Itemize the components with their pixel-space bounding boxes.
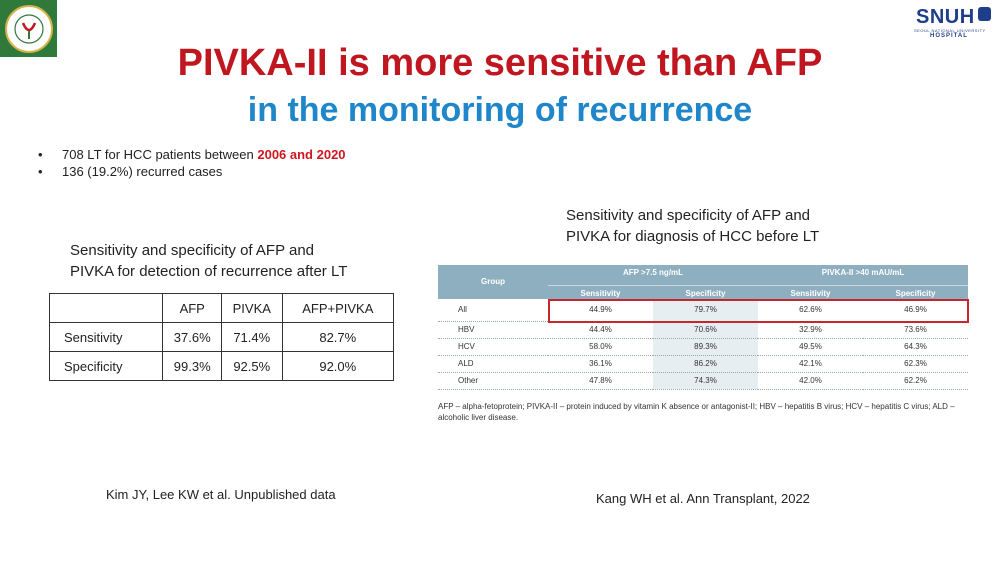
right-reference: Kang WH et al. Ann Transplant, 2022 [596,491,810,506]
table-cell: 47.8% [548,372,653,390]
table-header-cell: AFP+PIVKA [281,293,395,323]
table-cell: 62.6% [758,299,863,322]
bullet-text: 708 LT for HCC patients between [62,147,258,162]
table-row: HCV 58.0% 89.3% 49.5% 64.3% [438,338,968,356]
caption-line: PIVKA for detection of recurrence after … [70,263,348,280]
table-row-header: Sensitivity [48,322,164,352]
society-logo [0,0,57,57]
bullet-item: • 136 (19.2%) recurred cases [38,163,346,180]
caption-line: Sensitivity and specificity of AFP and [566,207,811,224]
table-row-header: ALD [438,355,548,373]
table-header-cell [48,293,164,323]
right-table-caption: Sensitivity and specificity of AFP and P… [566,205,886,247]
table-cell: 73.6% [863,321,968,339]
bullet-highlight: 2006 and 2020 [257,147,346,162]
table-cell: 37.6% [162,322,222,352]
table-header-cell: PIVKA [220,293,283,323]
bullet-text: 136 (19.2%) recurred cases [62,164,223,179]
society-seal-icon [4,4,53,53]
table-cell: 74.3% [653,372,758,390]
table-cell: 58.0% [548,338,653,356]
group-header: Group [481,277,505,286]
sub-header: Specificity [863,285,968,298]
table-cell: 82.7% [281,322,395,352]
table-cell: 79.7% [653,299,758,322]
table-cell: 44.9% [548,299,653,322]
table-cell: 89.3% [653,338,758,356]
recurrence-table: AFP PIVKA AFP+PIVKA Sensitivity 37.6% 71… [48,293,395,381]
table-cell: 86.2% [653,355,758,373]
table-cell: 62.2% [863,372,968,390]
sub-header: Sensitivity [758,285,863,298]
caption-line: Sensitivity and specificity of AFP and [70,242,315,259]
table-header-cell: AFP [162,293,222,323]
diagnosis-table-figure: Group AFP >7.5 ng/mL PIVKA-II >40 mAU/mL… [438,265,968,390]
bullet-list: • 708 LT for HCC patients between 2006 a… [38,146,346,180]
snuh-logo: SNUH SEOUL NATIONAL UNIVERSITY HOSPITAL [900,4,996,40]
table-row: Specificity 99.3% 92.5% 92.0% [48,351,395,381]
table-row: HBV 44.4% 70.6% 32.9% 73.6% [438,321,968,339]
sub-header: Sensitivity [548,285,653,298]
table-cell: 92.0% [281,351,395,381]
table-row: Sensitivity 37.6% 71.4% 82.7% [48,322,395,352]
table-cell: 71.4% [220,322,283,352]
table-footnote: AFP – alpha-fetoprotein; PIVKA-II – prot… [438,402,955,422]
snuh-mark-icon [978,7,991,21]
afp-header: AFP >7.5 ng/mL [622,268,684,277]
snuh-logo-text: SNUH [916,6,975,28]
table-row-header: Specificity [48,351,164,381]
pivka-header: PIVKA-II >40 mAU/mL [821,268,905,277]
snuh-logo-hospital: HOSPITAL [930,33,968,39]
bullet-dot-icon: • [38,147,43,162]
bullet-item: • 708 LT for HCC patients between 2006 a… [38,146,346,163]
table-cell: 42.0% [758,372,863,390]
highlight-box [548,299,969,323]
diagnosis-table: All 44.9% 79.7% 62.6% 46.9% HBV 44.4% 70… [438,299,968,390]
table-cell: 92.5% [220,351,283,381]
table-row-header: Other [438,372,548,390]
table-row-header: HCV [438,338,548,356]
left-reference: Kim JY, Lee KW et al. Unpublished data [106,487,336,502]
table-row-header: HBV [438,321,548,339]
table-cell: 32.9% [758,321,863,339]
table-cell: 42.1% [758,355,863,373]
table-cell: 46.9% [863,299,968,322]
caption-line: PIVKA for diagnosis of HCC before LT [566,228,820,245]
table-cell: 70.6% [653,321,758,339]
table-cell: 62.3% [863,355,968,373]
bullet-dot-icon: • [38,164,43,179]
slide-title: PIVKA-II is more sensitive than AFP [177,42,823,84]
table-cell: 36.1% [548,355,653,373]
table-row-header: All [438,299,548,322]
table-cell: 64.3% [863,338,968,356]
sub-header: Specificity [653,285,758,298]
left-table-caption: Sensitivity and specificity of AFP and P… [70,240,410,282]
figure-table-header: Group AFP >7.5 ng/mL PIVKA-II >40 mAU/mL… [438,265,968,299]
table-cell: 44.4% [548,321,653,339]
table-row: Other 47.8% 74.3% 42.0% 62.2% [438,372,968,390]
slide-subtitle: in the monitoring of recurrence [247,91,753,129]
snuh-logo-subtitle: SEOUL NATIONAL UNIVERSITY [914,28,986,33]
table-cell: 49.5% [758,338,863,356]
table-cell: 99.3% [162,351,222,381]
table-row: All 44.9% 79.7% 62.6% 46.9% [438,299,968,322]
table-header-row: AFP PIVKA AFP+PIVKA [48,293,395,323]
table-row: ALD 36.1% 86.2% 42.1% 62.3% [438,355,968,373]
